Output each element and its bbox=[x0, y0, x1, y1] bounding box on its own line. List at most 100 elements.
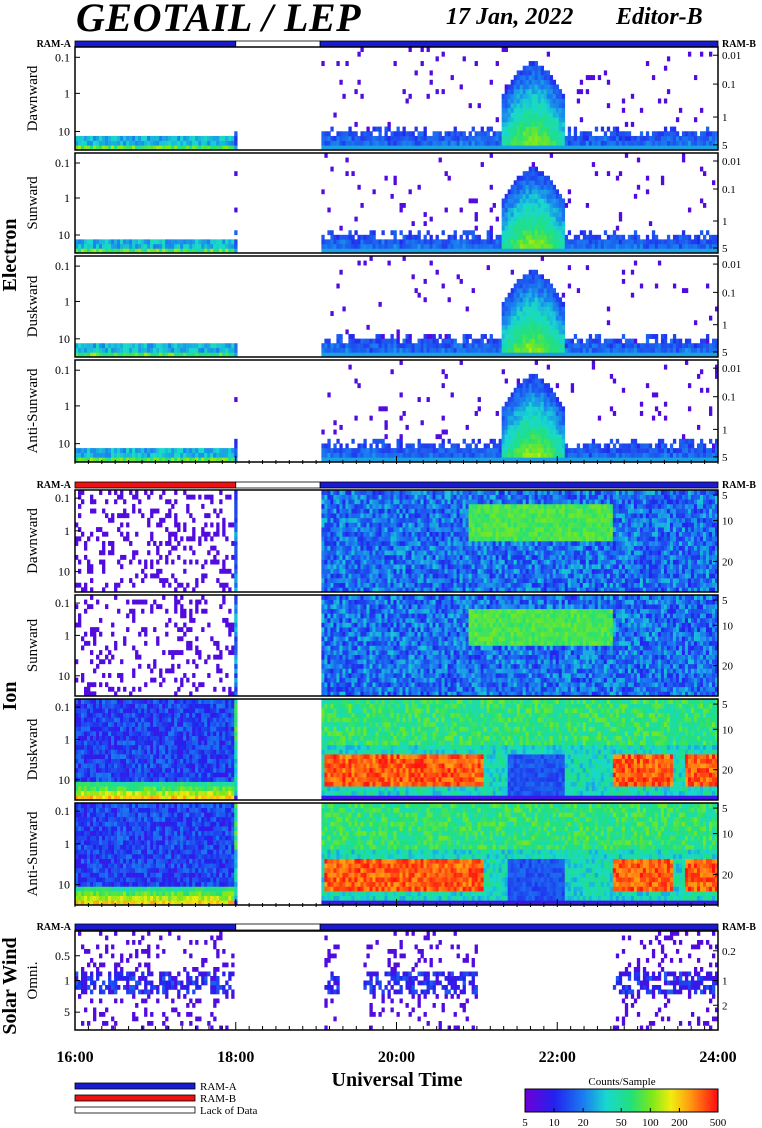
spectrogram-cell bbox=[534, 378, 539, 384]
spectrogram-cell bbox=[522, 89, 526, 95]
spectrogram-cell bbox=[636, 234, 641, 240]
spectrogram-cell bbox=[327, 207, 331, 213]
spectrogram-cell bbox=[528, 117, 533, 123]
spectrogram-cell bbox=[534, 203, 539, 208]
spectrogram-cell bbox=[399, 360, 403, 365]
spectrogram-cell bbox=[222, 452, 226, 458]
spectrogram-cell bbox=[645, 452, 650, 458]
spectrogram-cell bbox=[522, 334, 526, 339]
spectrogram-cell bbox=[543, 301, 548, 307]
spectrogram-cell bbox=[84, 452, 88, 458]
spectrogram-cell bbox=[375, 573, 379, 579]
spectrogram-cell bbox=[462, 343, 466, 349]
spectrogram-cell bbox=[549, 352, 554, 358]
spectrogram-cell bbox=[531, 175, 536, 181]
spectrogram-cell bbox=[468, 140, 472, 146]
panel-frame bbox=[74, 46, 719, 151]
spectrogram-cell bbox=[369, 230, 373, 236]
spectrogram-cell bbox=[234, 135, 238, 141]
spectrogram-cell bbox=[471, 126, 475, 132]
spectrogram-cell bbox=[162, 352, 166, 358]
spectrogram-cell bbox=[327, 457, 331, 463]
spectrogram-cell bbox=[120, 248, 124, 254]
spectrogram-cell bbox=[102, 452, 106, 458]
spectrogram-cell bbox=[120, 452, 124, 458]
spectrogram-cell bbox=[624, 131, 629, 137]
spectrogram-cell bbox=[363, 554, 367, 560]
spectrogram-cell bbox=[522, 221, 526, 227]
spectrogram-cell bbox=[363, 438, 367, 444]
spectrogram-cell bbox=[510, 306, 514, 312]
spectrogram-cell bbox=[234, 587, 238, 593]
mode-label-right: RAM-B bbox=[722, 480, 756, 491]
spectrogram-cell bbox=[609, 338, 614, 344]
spectrogram-cell bbox=[537, 103, 542, 109]
spectrogram-cell bbox=[363, 131, 367, 137]
spectrogram-cell bbox=[198, 448, 202, 454]
spectrogram-cell bbox=[81, 145, 85, 151]
spectrogram-cell bbox=[600, 248, 605, 254]
spectrogram-cell bbox=[528, 334, 533, 339]
spectrogram-cell bbox=[561, 207, 566, 213]
spectrogram-cell bbox=[435, 243, 439, 249]
spectrogram-cell bbox=[684, 288, 689, 294]
spectrogram-cell bbox=[690, 343, 695, 349]
spectrogram-cell bbox=[645, 338, 650, 344]
spectrogram-cell bbox=[405, 145, 409, 151]
spectrogram-cell bbox=[555, 189, 560, 195]
spectrogram-cell bbox=[648, 334, 653, 339]
spectrogram-cell bbox=[360, 343, 364, 349]
spectrogram-cell bbox=[423, 443, 427, 449]
spectrogram-cell bbox=[372, 347, 376, 353]
spectrogram-cell bbox=[168, 452, 172, 458]
spectrogram-cell bbox=[537, 145, 542, 151]
spectrogram-cell bbox=[96, 145, 100, 151]
spectrogram-cell bbox=[513, 184, 517, 190]
spectrogram-cell bbox=[549, 311, 554, 316]
spectrogram-cell bbox=[645, 140, 650, 146]
spectrogram-cell bbox=[378, 517, 382, 523]
spectrogram-cell bbox=[477, 234, 481, 240]
spectrogram-cell bbox=[531, 89, 536, 95]
spectrogram-cell bbox=[360, 513, 364, 519]
spectrogram-cell bbox=[606, 243, 611, 249]
spectrogram-cell bbox=[594, 135, 599, 141]
spectrogram-cell bbox=[201, 135, 205, 141]
spectrogram-cell bbox=[678, 107, 683, 113]
spectrogram-cell bbox=[597, 243, 602, 249]
spectrogram-cell bbox=[342, 545, 346, 551]
spectrogram-cell bbox=[168, 352, 172, 358]
spectrogram-cell bbox=[537, 311, 542, 316]
spectrogram-cell bbox=[651, 131, 656, 137]
spectrogram-cell bbox=[540, 221, 545, 227]
spectrogram-cell bbox=[708, 248, 713, 254]
spectrogram-cell bbox=[504, 248, 508, 254]
spectrogram-cell bbox=[351, 239, 355, 245]
spectrogram-cell bbox=[384, 568, 388, 574]
spectrogram-cell bbox=[678, 234, 683, 240]
spectrogram-cell bbox=[552, 347, 557, 353]
spectrogram-cell bbox=[381, 243, 385, 249]
spectrogram-cell bbox=[198, 140, 202, 146]
spectrogram-cell bbox=[375, 564, 379, 570]
spectrogram-cell bbox=[165, 513, 169, 519]
spectrogram-cell bbox=[549, 306, 554, 312]
spectrogram-cell bbox=[549, 234, 554, 240]
spectrogram-cell bbox=[375, 522, 379, 528]
spectrogram-cell bbox=[507, 315, 511, 321]
spectrogram-cell bbox=[327, 230, 331, 236]
spectrogram-cell bbox=[558, 329, 563, 335]
spectrogram-cell bbox=[183, 239, 187, 245]
spectrogram-cell bbox=[633, 135, 638, 141]
spectrogram-cell bbox=[549, 338, 554, 344]
spectrogram-cell bbox=[345, 513, 349, 519]
spectrogram-cell bbox=[552, 84, 557, 90]
spectrogram-cell bbox=[558, 248, 563, 254]
spectrogram-cell bbox=[444, 352, 448, 358]
spectrogram-cell bbox=[711, 443, 716, 449]
spectrogram-cell bbox=[186, 508, 190, 514]
spectrogram-cell bbox=[117, 457, 121, 463]
spectrogram-cell bbox=[564, 347, 569, 353]
spectrogram-cell bbox=[384, 443, 388, 449]
spectrogram-cell bbox=[99, 550, 103, 556]
